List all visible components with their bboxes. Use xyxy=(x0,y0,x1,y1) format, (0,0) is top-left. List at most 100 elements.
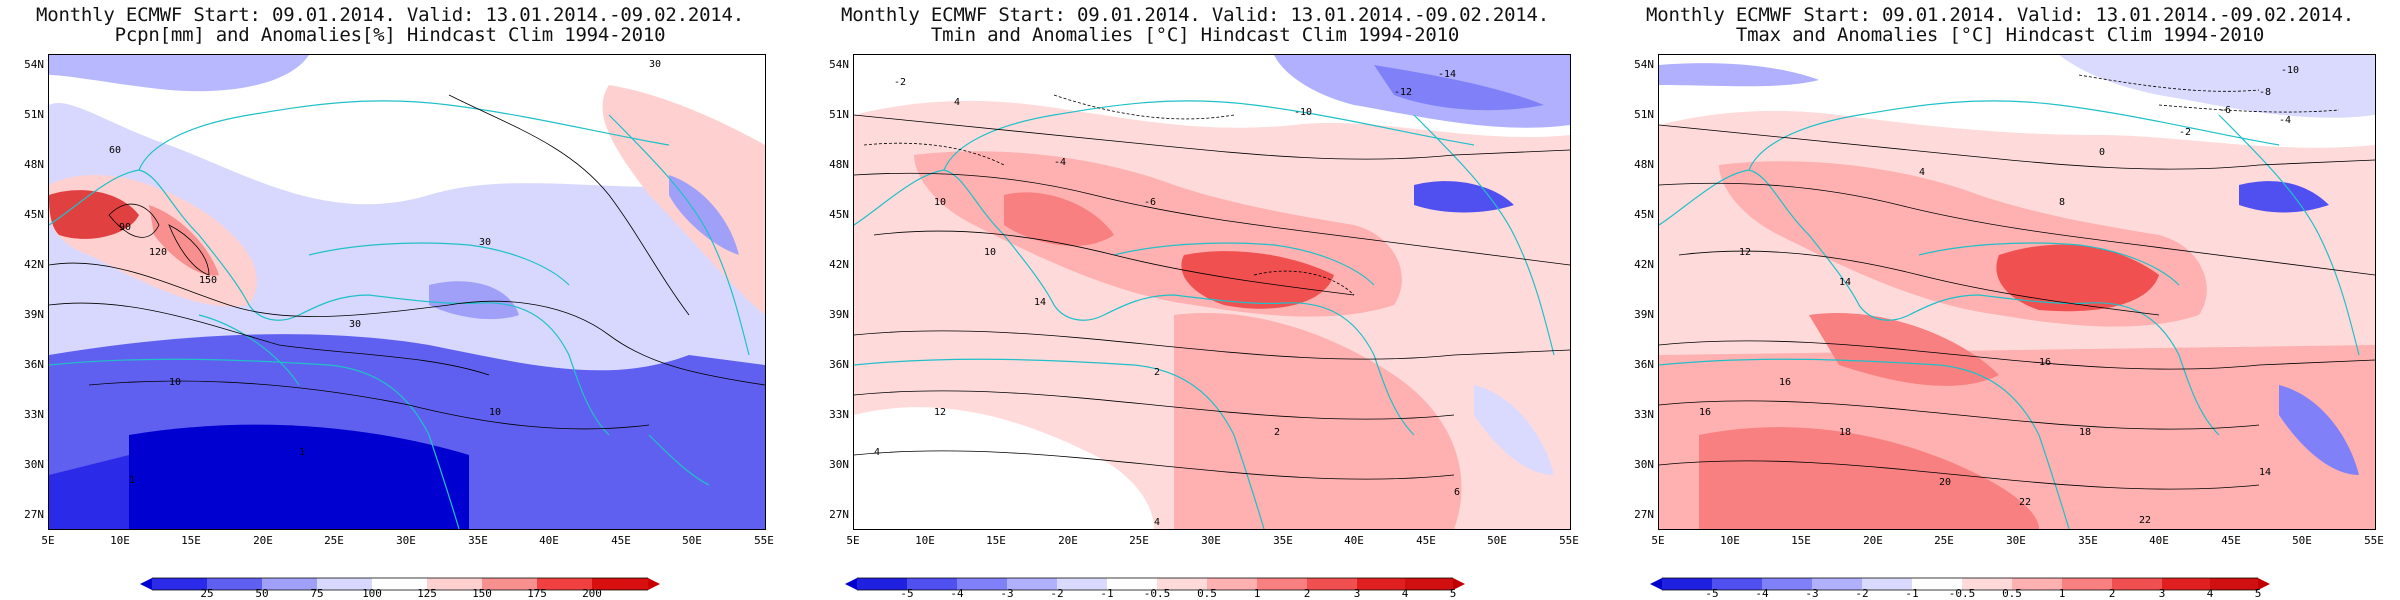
tmax-contour-label: -2 xyxy=(2179,127,2191,138)
lon-label: 15E xyxy=(1791,534,1811,547)
tmax-map-svg: -10 -8 -6 -4 -2 0 4 8 12 14 16 16 18 18 … xyxy=(1659,55,2375,529)
tmax-contour-label: 20 xyxy=(1939,477,1951,488)
lon-label: 25E xyxy=(1129,534,1149,547)
lat-label: 30N xyxy=(829,458,849,471)
lat-label: 27N xyxy=(24,508,44,521)
lon-label: 30E xyxy=(1201,534,1221,547)
tmin-contour-label: -2 xyxy=(894,77,906,88)
precip-panel: Monthly ECMWF Start: 09.01.2014. Valid: … xyxy=(0,0,780,600)
lat-label: 54N xyxy=(829,58,849,71)
lat-label: 51N xyxy=(1634,108,1654,121)
lat-label: 51N xyxy=(829,108,849,121)
precip-contour-label: 90 xyxy=(119,222,131,233)
lat-label: 39N xyxy=(1634,308,1654,321)
tmin-colorbar-tick: -5 xyxy=(900,587,914,600)
precip-colorbar-tick: 125 xyxy=(417,587,437,600)
tmax-contour-label: -6 xyxy=(2219,105,2231,116)
tmax-contour-label: 16 xyxy=(2039,357,2051,368)
lat-label: 48N xyxy=(24,158,44,171)
tmin-title-line2: Tmin and Anomalies [°C] Hindcast Clim 19… xyxy=(930,24,1460,46)
lon-label: 55E xyxy=(1559,534,1579,547)
tmax-colorbar-tick: -3 xyxy=(1805,587,1819,600)
tmax-colorbar-svg xyxy=(1650,577,2270,591)
tmax-colorbar-tick: -5 xyxy=(1705,587,1719,600)
tmin-contour-label: -6 xyxy=(1144,197,1156,208)
precip-colorbar-tick: 50 xyxy=(255,587,269,600)
tmin-colorbar-tick: 4 xyxy=(1401,587,1409,600)
tmin-contour-label: 2 xyxy=(1154,367,1160,378)
tmax-contour-label: 12 xyxy=(1739,247,1751,258)
tmin-colorbar-svg xyxy=(845,577,1465,591)
tmin-colorbar-tick: -1 xyxy=(1100,587,1114,600)
lat-label: 45N xyxy=(829,208,849,221)
precip-contour-label: 120 xyxy=(149,247,167,258)
lat-label: 33N xyxy=(1634,408,1654,421)
tmin-colorbar-tick: -4 xyxy=(950,587,964,600)
lon-label: 10E xyxy=(1720,534,1740,547)
lat-label: 54N xyxy=(24,58,44,71)
lat-label: 45N xyxy=(1634,208,1654,221)
precip-contour-label: 10 xyxy=(169,377,181,388)
lat-label: 30N xyxy=(24,458,44,471)
precip-contour-label: 1 xyxy=(129,475,135,486)
tmax-colorbar-tick: -4 xyxy=(1755,587,1769,600)
tmax-contour-label: 22 xyxy=(2139,515,2151,526)
precip-colorbar-tick: 25 xyxy=(200,587,214,600)
tmin-colorbar-tick: 1 xyxy=(1253,587,1261,600)
lon-label: 45E xyxy=(1416,534,1436,547)
precip-contour-label: 1 xyxy=(299,447,305,458)
lat-label: 27N xyxy=(1634,508,1654,521)
tmin-contour-label: 4 xyxy=(874,447,880,458)
tmax-title-line2: Tmax and Anomalies [°C] Hindcast Clim 19… xyxy=(1735,24,2265,46)
lat-label: 39N xyxy=(24,308,44,321)
precip-colorbar-svg xyxy=(140,577,660,591)
tmax-contour-label: 22 xyxy=(2019,497,2031,508)
tmin-contour-label: 10 xyxy=(934,197,946,208)
lon-label: 25E xyxy=(324,534,344,547)
tmax-colorbar-tick: 2 xyxy=(2108,587,2116,600)
precip-contour-label: 30 xyxy=(479,237,491,248)
lon-label: 20E xyxy=(1058,534,1078,547)
lat-label: 51N xyxy=(24,108,44,121)
tmax-map: -10 -8 -6 -4 -2 0 4 8 12 14 16 16 18 18 … xyxy=(1658,54,2376,530)
lat-label: 39N xyxy=(829,308,849,321)
lat-label: 42N xyxy=(829,258,849,271)
lon-label: 35E xyxy=(2078,534,2098,547)
tmax-contour-label: 8 xyxy=(2059,197,2065,208)
precip-map-svg: 60 90 120 150 30 30 10 10 1 1 30 xyxy=(49,55,765,529)
lat-label: 36N xyxy=(829,358,849,371)
precip-colorbar-tick: 75 xyxy=(310,587,324,600)
lat-label: 36N xyxy=(1634,358,1654,371)
lat-label: 48N xyxy=(829,158,849,171)
lon-label: 40E xyxy=(2149,534,2169,547)
tmax-contour-label: 0 xyxy=(2099,147,2105,158)
tmax-colorbar-tick: -1 xyxy=(1905,587,1919,600)
tmax-contour-label: 18 xyxy=(1839,427,1851,438)
tmin-colorbar-tick: 5 xyxy=(1449,587,1457,600)
lon-label: 30E xyxy=(2006,534,2026,547)
tmax-title-line1: Monthly ECMWF Start: 09.01.2014. Valid: … xyxy=(1645,4,2355,26)
tmin-contour-label: 12 xyxy=(934,407,946,418)
lon-label: 50E xyxy=(1487,534,1507,547)
lon-label: 20E xyxy=(1863,534,1883,547)
tmax-contour-label: -4 xyxy=(2279,115,2291,126)
tmax-contour-label: -10 xyxy=(2281,65,2299,76)
tmax-colorbar-tick: 4 xyxy=(2206,587,2214,600)
lon-label: 15E xyxy=(181,534,201,547)
precip-contour-label: 30 xyxy=(649,59,661,70)
precip-colorbar-tick: 175 xyxy=(527,587,547,600)
tmin-contour-label: -12 xyxy=(1394,87,1412,98)
precip-contour-label: 60 xyxy=(109,145,121,156)
tmin-colorbar-tick: 3 xyxy=(1353,587,1361,600)
tmin-contour-label: 10 xyxy=(984,247,996,258)
lat-label: 54N xyxy=(1634,58,1654,71)
tmin-contour-label: 2 xyxy=(1274,427,1280,438)
tmin-map: -14 -12 -10 -2 4 -4 -6 10 10 14 12 2 2 6… xyxy=(853,54,1571,530)
lon-label: 5E xyxy=(846,534,860,547)
tmax-colorbar-tick: 5 xyxy=(2254,587,2262,600)
tmin-contour-label: 4 xyxy=(1154,517,1160,528)
lon-label: 30E xyxy=(396,534,416,547)
precip-contour-label: 10 xyxy=(489,407,501,418)
lat-label: 33N xyxy=(24,408,44,421)
lon-label: 55E xyxy=(754,534,774,547)
